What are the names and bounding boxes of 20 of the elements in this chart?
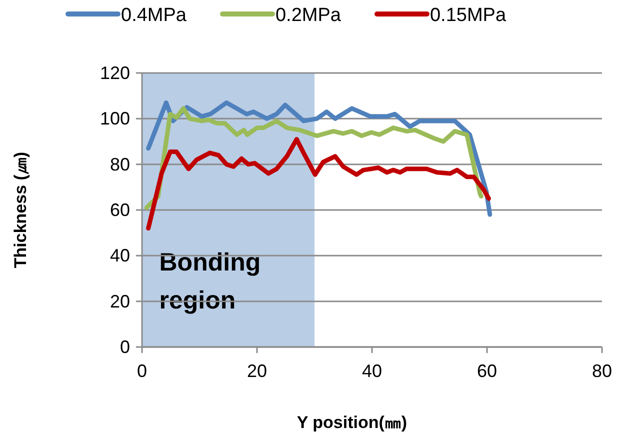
- legend-label: 0.2MPa: [275, 5, 342, 26]
- legend-item: 0.4MPa: [66, 5, 186, 26]
- y-tick-label: 20: [110, 291, 130, 312]
- y-tick-label: 60: [110, 200, 130, 220]
- x-tick-label: 80: [592, 361, 612, 381]
- y-tick-label: 120: [100, 63, 130, 83]
- y-tick-label: 40: [110, 246, 130, 266]
- x-axis-title: Y position(㎜): [296, 413, 408, 432]
- y-tick-label: 100: [100, 108, 130, 129]
- x-tick-label: 40: [362, 361, 382, 381]
- y-tick-label: 0: [120, 337, 130, 357]
- y-axis-title: Thickness (㎛): [11, 152, 30, 268]
- x-tick-label: 20: [246, 361, 268, 381]
- legend-item: 0.2MPa: [220, 5, 341, 26]
- x-tick-label: 0: [136, 361, 148, 381]
- legend-item: 0.15MPa: [374, 5, 506, 26]
- y-tick-label: 80: [110, 154, 130, 174]
- legend-label: 0.4MPa: [121, 5, 187, 26]
- x-tick-label: 60: [476, 361, 498, 381]
- legend-label: 0.15MPa: [430, 5, 506, 26]
